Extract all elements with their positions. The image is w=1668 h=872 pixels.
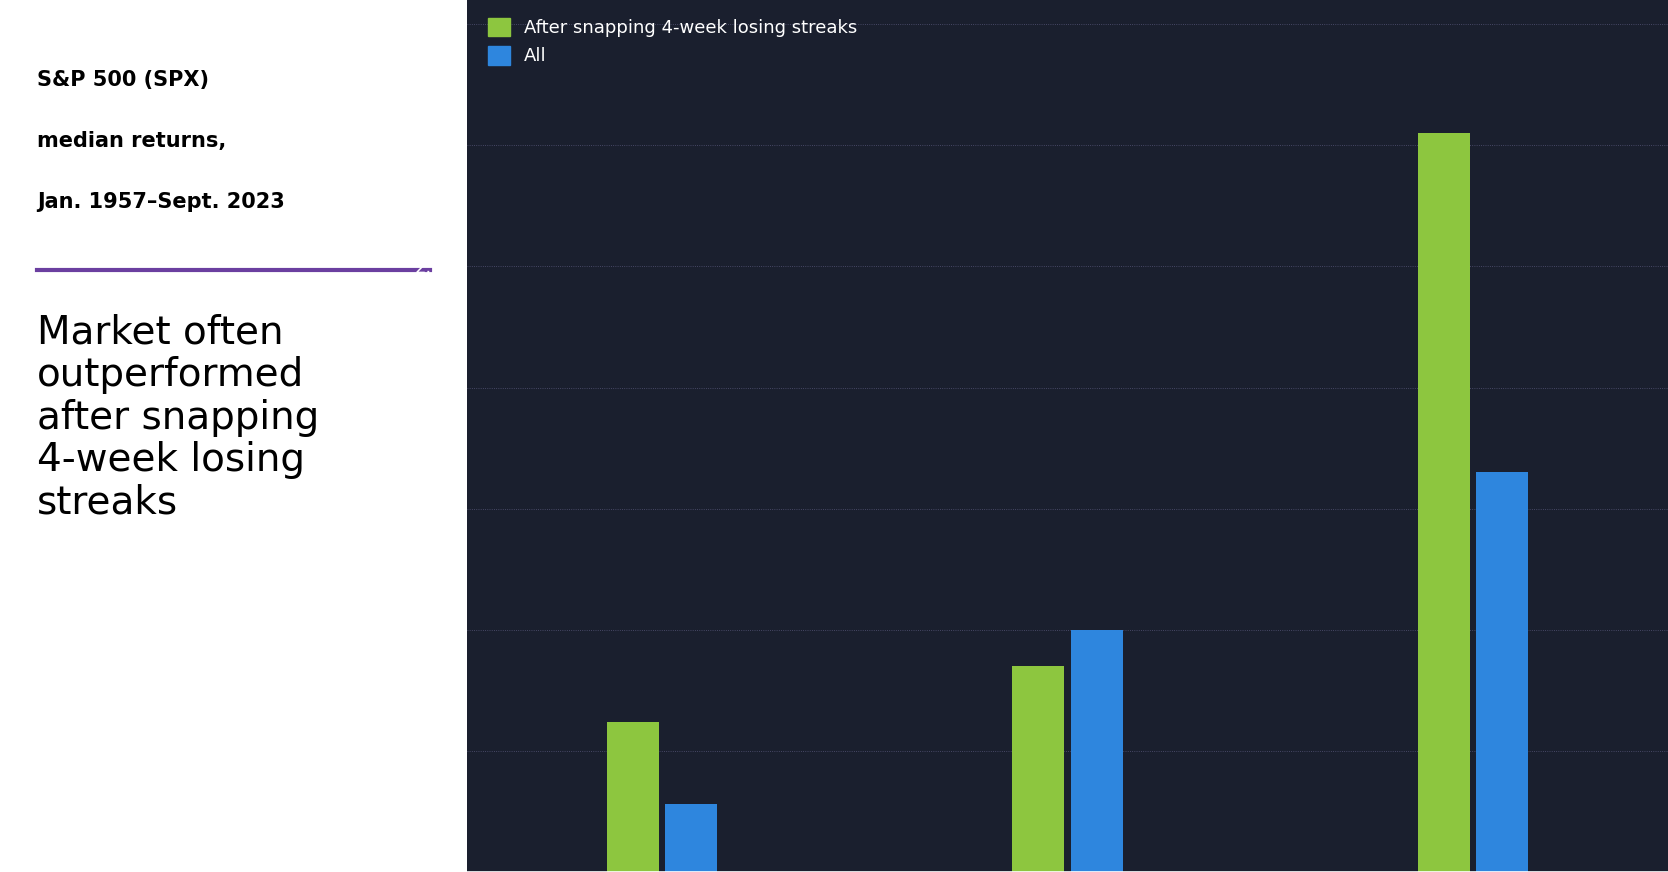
Text: median returns,: median returns, bbox=[37, 131, 227, 151]
Bar bbox=[1476, 473, 1528, 872]
Text: S&P 500 (SPX): S&P 500 (SPX) bbox=[37, 70, 210, 90]
Bar bbox=[607, 722, 659, 872]
Text: Market often
outperformed
after snapping
4-week losing
streaks: Market often outperformed after snapping… bbox=[37, 314, 320, 522]
Bar bbox=[666, 804, 717, 872]
Legend: After snapping 4-week losing streaks, All: After snapping 4-week losing streaks, Al… bbox=[489, 17, 857, 65]
Bar bbox=[1012, 666, 1064, 872]
Bar bbox=[1418, 133, 1470, 872]
Bar bbox=[1071, 630, 1123, 872]
Text: Jan. 1957–Sept. 2023: Jan. 1957–Sept. 2023 bbox=[37, 192, 285, 212]
